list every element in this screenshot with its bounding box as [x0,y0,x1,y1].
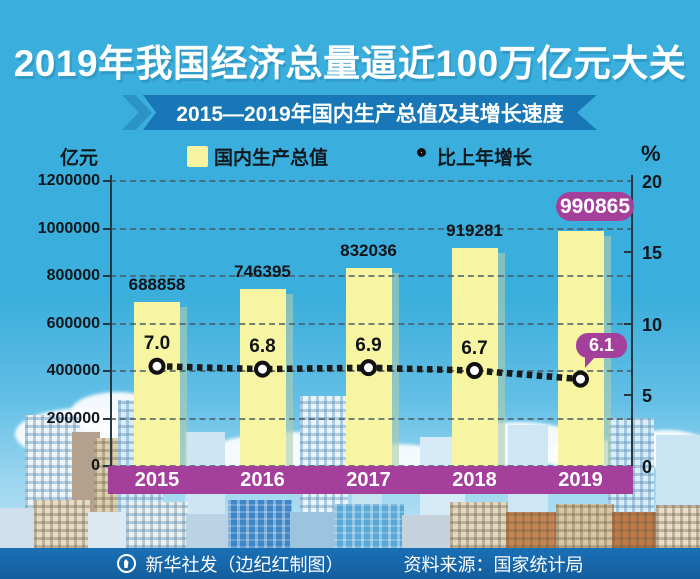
left-axis-tick [103,275,110,277]
left-axis-tick-label: 1200000 [37,172,100,189]
foreground-building [612,512,658,548]
gdp-bar-swatch-icon [187,146,208,167]
growth-line-dot [254,360,271,378]
footer-credit: 新华社发（边纪红制图） [145,554,344,575]
bar-value-label: 832036 [340,241,397,261]
right-axis-tick-label: 10 [642,314,663,335]
foreground-building [88,512,128,548]
footer-source: 资料来源：国家统计局 [403,554,584,575]
gdp-bar-shadow [180,307,187,466]
foreground-building [228,500,292,548]
right-axis-tick [624,322,631,325]
gdp-bar-shadow [497,252,505,466]
growth-line-dot-icon [417,148,426,157]
growth-value-label: 6.7 [461,337,488,359]
left-axis-tick [103,465,110,467]
right-axis-tick-label: 15 [642,243,663,264]
left-axis-tick [103,227,110,230]
foreground-building [506,512,558,548]
subtitle-ribbon: 2015—2019年国内生产总值及其增长速度 [143,95,597,130]
h-gridline [110,275,633,277]
right-axis-tick-label: 20 [642,172,663,192]
left-axis-tick [103,370,110,372]
foreground-building [290,512,336,548]
foreground-building [126,502,188,548]
growth-line-dot [466,362,483,380]
h-gridline [110,322,633,325]
bar-value-label: 919281 [446,220,503,240]
year-label: 2019 [558,469,603,491]
growth-line-dot [148,357,166,375]
left-axis-tick [103,417,110,420]
foreground-building [34,500,90,548]
right-axis-tick [624,251,631,254]
bar-value-label: 746395 [234,261,291,281]
growth-line-dot [360,359,377,377]
left-axis-tick-label: 400000 [46,362,100,379]
year-label: 2015 [134,469,180,491]
growth-value-label: 6.9 [355,334,382,356]
foreground-building [334,504,404,548]
left-axis-tick-label: 200000 [46,409,100,427]
left-axis-line [110,175,112,466]
foreground-building [556,504,614,548]
h-gridline [110,180,633,182]
page-title: 2019年我国经济总量逼近100万亿元大关 [13,43,687,84]
foreground-building [186,514,230,548]
left-axis-tick [103,322,110,325]
year-label: 2017 [346,469,391,491]
foreground-building [0,508,38,548]
year-label: 2018 [452,469,497,491]
left-axis-tick-label: 0 [91,457,100,474]
legend-gdp-label: 国内生产总值 [214,148,329,169]
right-axis-tick-label: 5 [642,385,653,406]
right-axis-unit: % [641,141,661,166]
growth-line-dot [572,370,589,388]
legend-growth-label: 比上年增长 [437,148,533,169]
gdp-bar [451,247,498,466]
foreground-building [402,515,452,548]
gdp-bar-shadow [285,293,293,466]
year-label: 2016 [240,469,285,491]
highlight-value-badge: 990865 [556,192,634,221]
growth-value-label: 6.8 [249,336,276,358]
foreground-building [656,505,700,548]
right-axis-line [631,175,633,466]
subtitle-text: 2015—2019年国内生产总值及其增长速度 [176,102,564,126]
left-axis-unit: 亿元 [60,148,99,169]
gdp-bar [134,302,180,466]
h-gridline [110,227,633,230]
footer-bar: 新华社发（边纪红制图） 资料来源：国家统计局 [0,548,700,579]
left-axis-tick [103,180,110,182]
gdp-bar-shadow [391,273,399,466]
bubble-tail-icon [585,356,596,368]
left-axis-tick-label: 600000 [46,314,100,332]
right-axis-tick [624,393,631,396]
growth-value-label: 7.0 [143,333,171,355]
highlight-growth-bubble: 6.1 [576,333,627,358]
left-axis-tick-label: 800000 [46,267,100,284]
foreground-building [450,502,508,548]
left-axis-tick-label: 1000000 [37,219,100,237]
right-axis-tick-label: 0 [642,457,653,477]
bar-value-label: 688858 [128,275,186,295]
xinhua-logo-icon [116,554,136,573]
year-axis-band [108,466,633,494]
h-gridline [110,417,633,420]
